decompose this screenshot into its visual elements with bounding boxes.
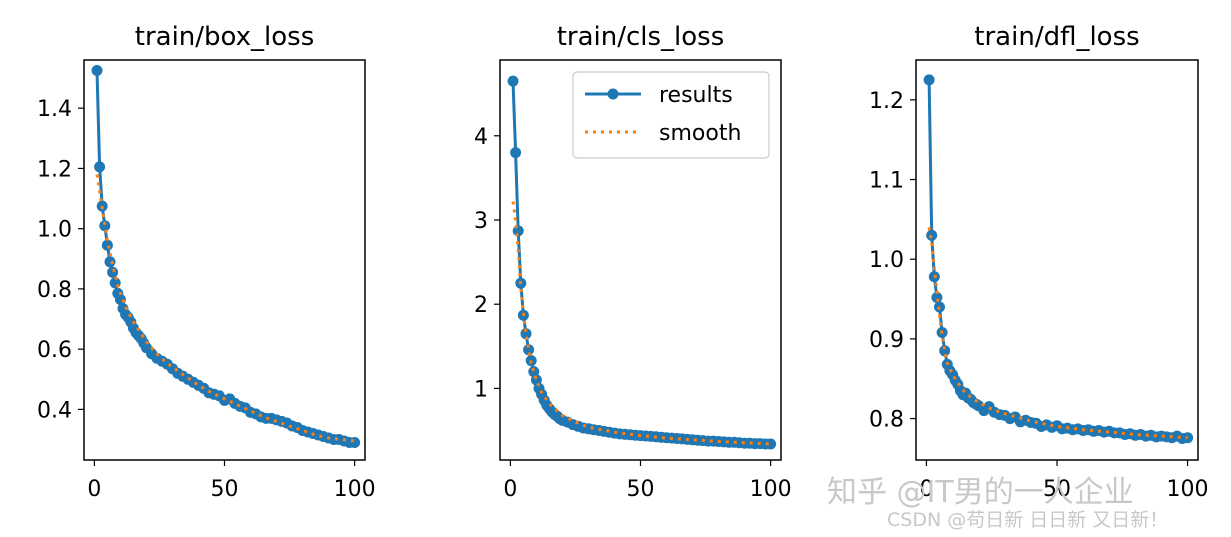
y-tick-label: 3 — [474, 209, 488, 234]
panel-dfl-loss: train/dfl_loss 0 50 100 0.8 0.9 1.0 1.1 1.2 — [869, 22, 1209, 502]
panel-box-loss: train/box_loss 0 50 100 0.4 0.6 0.8 1.0 1.2 1.4 — [37, 22, 376, 502]
legend-smooth-label: smooth — [659, 121, 741, 146]
results-point — [349, 437, 361, 448]
legend-results-marker — [607, 88, 619, 100]
results-point — [91, 65, 103, 76]
chart-title: train/dfl_loss — [974, 22, 1139, 52]
y-tick-label: 2 — [474, 293, 488, 318]
results-point — [94, 161, 106, 173]
results-point — [104, 256, 116, 268]
results-point — [101, 239, 113, 251]
y-tick-label: 0.4 — [37, 398, 72, 423]
y-tick-label: 1.2 — [869, 89, 904, 114]
series-smooth-line — [927, 227, 1188, 440]
y-tick-label: 1 — [474, 377, 488, 402]
y-tick-label: 1.0 — [869, 248, 904, 273]
x-tick-label: 100 — [750, 477, 792, 502]
legend-results-label: results — [659, 83, 733, 108]
y-tick-label: 0.8 — [869, 408, 904, 433]
results-point — [931, 292, 943, 303]
results-point — [107, 266, 119, 278]
results-point — [507, 75, 519, 87]
y-tick-label: 0.9 — [869, 328, 904, 353]
series-smooth-line — [95, 174, 355, 443]
y-tick-label: 1.0 — [37, 218, 72, 243]
x-tick-label: 100 — [334, 477, 376, 502]
results-point — [520, 328, 532, 340]
plot-area — [91, 65, 361, 448]
watermark-csdn: CSDN @苟日新 日日新 又日新！ — [887, 509, 1168, 531]
x-tick-label: 50 — [211, 477, 239, 502]
y-tick-label: 0.8 — [37, 278, 72, 303]
results-point — [765, 438, 777, 450]
axes-frame — [83, 59, 366, 461]
y-tick-label: 1.1 — [869, 169, 904, 194]
results-point — [923, 74, 935, 86]
series-results-line — [927, 79, 1188, 440]
results-point — [99, 220, 111, 232]
legend: results smooth — [572, 71, 770, 159]
results-point — [528, 366, 540, 378]
x-tick-label: 0 — [919, 477, 933, 502]
y-tick-label: 4 — [474, 125, 488, 150]
results-point — [939, 345, 951, 357]
chart-title: train/box_loss — [135, 22, 315, 52]
results-point — [510, 147, 522, 159]
x-tick-label: 100 — [1167, 477, 1209, 502]
plot-area — [507, 75, 777, 450]
axes-frame — [499, 59, 782, 461]
results-point — [523, 344, 535, 356]
x-tick-label: 50 — [1043, 477, 1071, 502]
axes-frame — [915, 59, 1199, 461]
watermark-zhihu: 知乎 @IT男的一人企业 — [827, 475, 1134, 510]
y-tick-label: 0.6 — [37, 338, 72, 363]
series-results-line — [95, 70, 355, 444]
x-tick-label: 50 — [627, 477, 655, 502]
panel-cls-loss: train/cls_loss 0 50 100 1 2 3 4 results smooth — [474, 22, 792, 502]
y-tick-label: 1.2 — [37, 157, 72, 182]
chart-title: train/cls_loss — [557, 22, 725, 52]
x-tick-label: 0 — [87, 477, 101, 502]
y-tick-label: 1.4 — [37, 97, 72, 122]
plot-area — [923, 74, 1194, 444]
x-tick-label: 0 — [503, 477, 517, 502]
